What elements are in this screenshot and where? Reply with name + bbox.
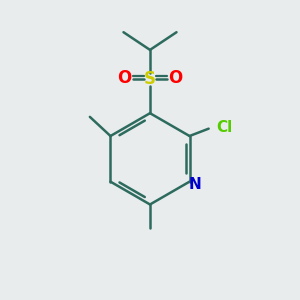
Text: O: O bbox=[117, 69, 131, 87]
Text: Cl: Cl bbox=[216, 120, 232, 135]
Text: O: O bbox=[169, 69, 183, 87]
Text: S: S bbox=[144, 70, 156, 88]
Text: N: N bbox=[188, 176, 201, 191]
